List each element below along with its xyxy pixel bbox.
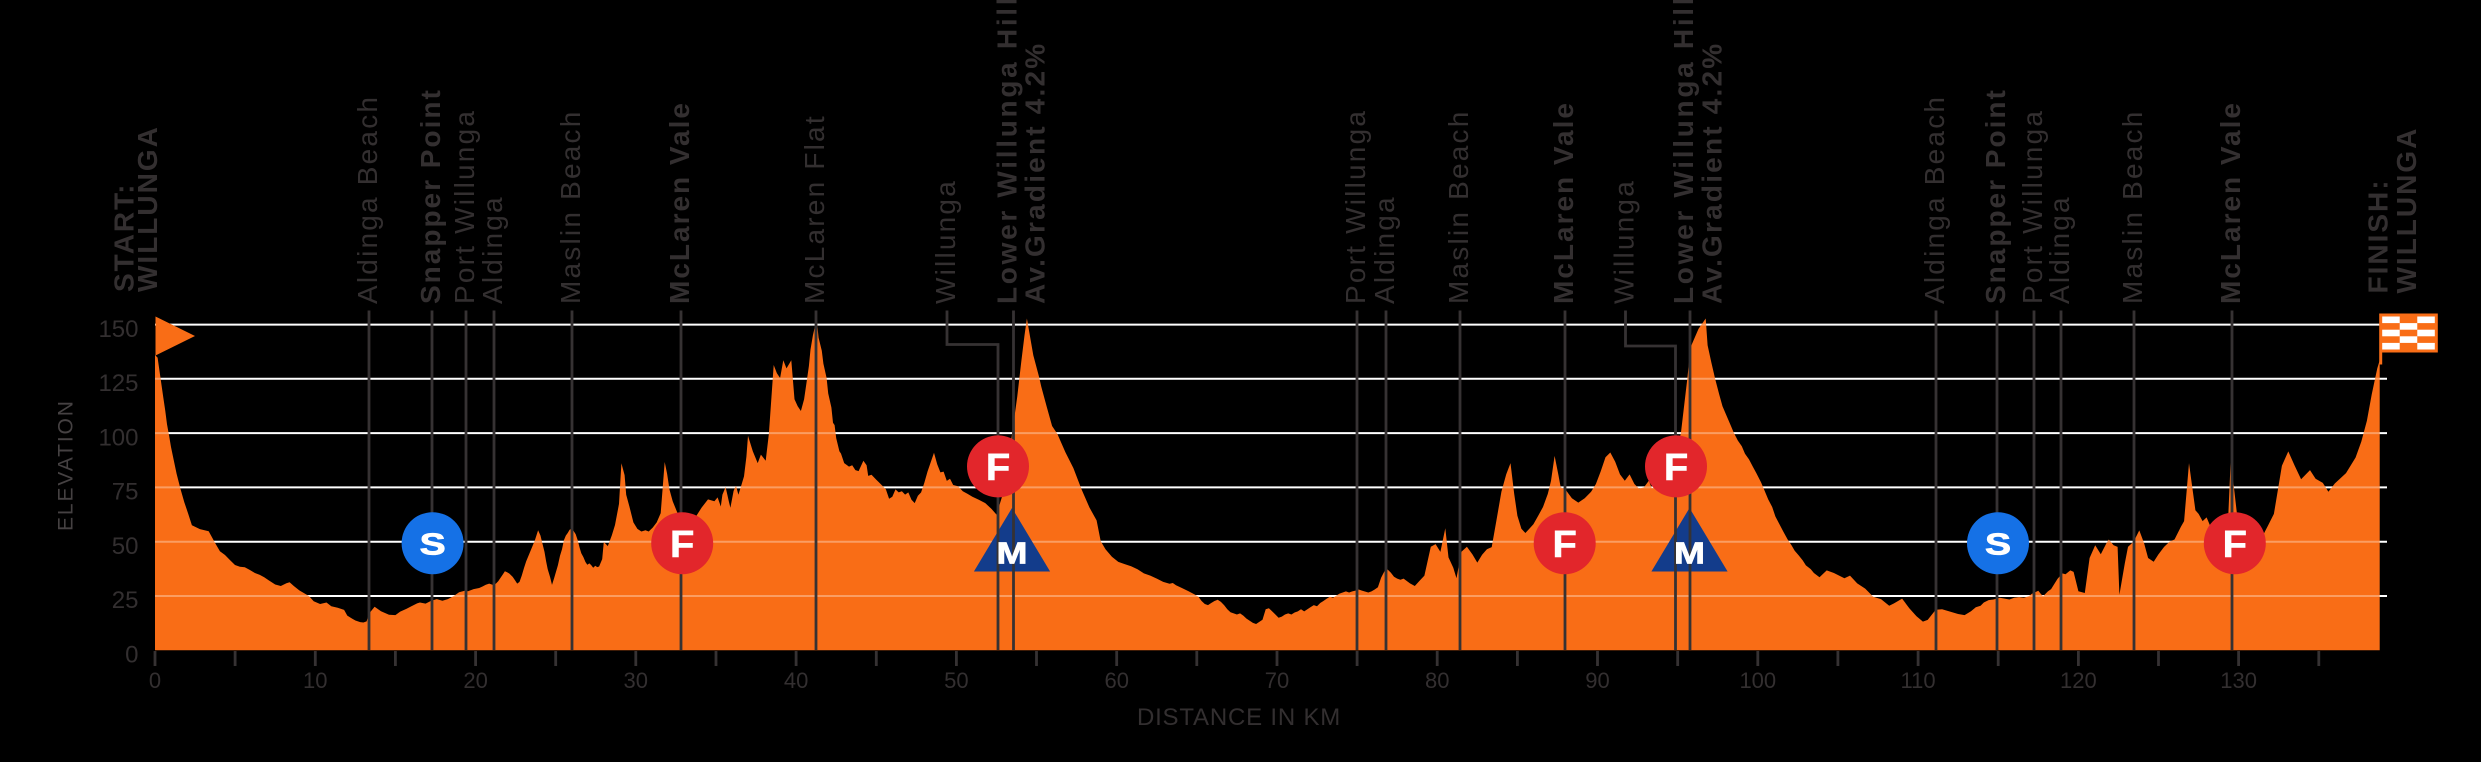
svg-text:120: 120 — [2060, 668, 2097, 693]
svg-text:Aldinga: Aldinga — [1369, 195, 1400, 304]
svg-text:Willunga: Willunga — [1609, 179, 1640, 304]
svg-text:F: F — [1553, 524, 1577, 566]
svg-text:75: 75 — [112, 479, 139, 506]
svg-text:F: F — [986, 447, 1010, 489]
svg-text:Aldinga: Aldinga — [477, 195, 508, 304]
svg-text:Aldinga Beach: Aldinga Beach — [352, 95, 383, 304]
svg-text:0: 0 — [125, 642, 138, 669]
svg-text:100: 100 — [1739, 668, 1776, 693]
svg-text:100: 100 — [98, 424, 138, 451]
svg-text:50: 50 — [112, 533, 139, 560]
svg-text:Lower Willunga Hill: Lower Willunga Hill — [991, 0, 1022, 304]
svg-text:McLaren Flat: McLaren Flat — [799, 114, 830, 304]
svg-text:Aldinga: Aldinga — [2044, 195, 2075, 304]
svg-text:START:: START: — [109, 183, 140, 292]
svg-text:Snapper Point: Snapper Point — [1980, 88, 2011, 304]
svg-text:70: 70 — [1265, 668, 1289, 693]
svg-text:DISTANCE IN KM: DISTANCE IN KM — [1137, 704, 1341, 731]
svg-text:Port Willunga: Port Willunga — [449, 109, 480, 304]
svg-text:McLaren Vale: McLaren Vale — [664, 101, 695, 304]
svg-text:Maslin Beach: Maslin Beach — [2117, 110, 2148, 304]
svg-text:80: 80 — [1425, 668, 1449, 693]
svg-text:F: F — [670, 524, 694, 566]
svg-text:FINISH:: FINISH: — [2363, 178, 2394, 293]
svg-text:S: S — [1985, 527, 2011, 561]
svg-text:125: 125 — [98, 370, 138, 397]
svg-text:25: 25 — [112, 587, 139, 614]
svg-text:Lower Willunga Hill: Lower Willunga Hill — [1668, 0, 1699, 304]
svg-text:110: 110 — [1901, 668, 1936, 693]
svg-text:Willunga: Willunga — [930, 179, 961, 304]
svg-text:F: F — [2223, 524, 2247, 566]
svg-text:ELEVATION: ELEVATION — [55, 399, 78, 531]
svg-text:150: 150 — [98, 316, 138, 343]
svg-text:30: 30 — [624, 668, 648, 693]
svg-text:Port Willunga: Port Willunga — [2017, 109, 2048, 304]
svg-text:10: 10 — [303, 668, 327, 693]
svg-text:90: 90 — [1585, 668, 1609, 693]
svg-text:WILLUNGA: WILLUNGA — [132, 125, 163, 292]
svg-text:Snapper Point: Snapper Point — [415, 88, 446, 304]
svg-text:20: 20 — [463, 668, 487, 693]
svg-text:M: M — [1674, 536, 1705, 570]
svg-text:McLaren Vale: McLaren Vale — [2215, 101, 2246, 304]
svg-text:F: F — [1664, 447, 1688, 489]
svg-text:60: 60 — [1104, 668, 1128, 693]
svg-text:Av.Gradient 4.2%: Av.Gradient 4.2% — [1697, 42, 1728, 304]
svg-text:McLaren Vale: McLaren Vale — [1548, 101, 1579, 304]
svg-text:Aldinga Beach: Aldinga Beach — [1919, 95, 1950, 304]
svg-text:Maslin Beach: Maslin Beach — [1443, 110, 1474, 304]
svg-text:130: 130 — [2220, 668, 2257, 693]
svg-text:40: 40 — [784, 668, 808, 693]
svg-text:Port Willunga: Port Willunga — [1340, 109, 1371, 304]
svg-text:0: 0 — [149, 668, 161, 693]
svg-text:S: S — [420, 527, 446, 561]
svg-text:WILLUNGA: WILLUNGA — [2391, 127, 2422, 294]
svg-text:M: M — [997, 536, 1028, 570]
svg-text:Av.Gradient 4.2%: Av.Gradient 4.2% — [1020, 42, 1051, 304]
svg-text:50: 50 — [944, 668, 968, 693]
svg-text:Maslin Beach: Maslin Beach — [555, 110, 586, 304]
